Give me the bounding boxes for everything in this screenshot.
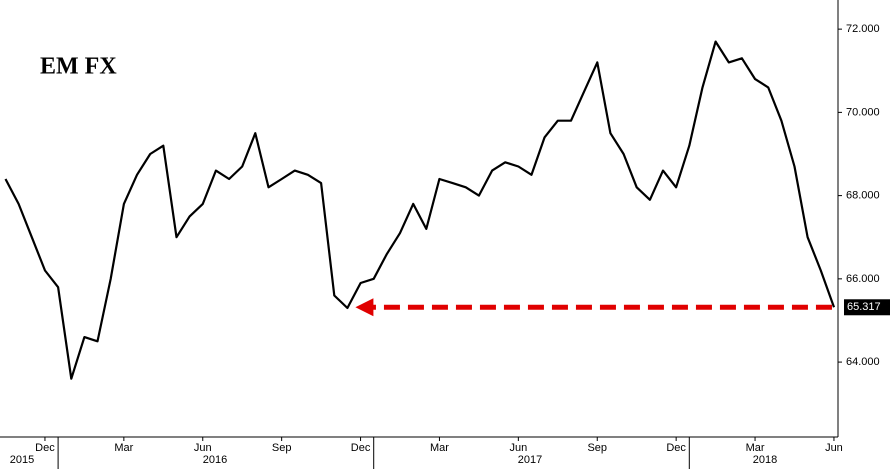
year-label: 2018	[753, 454, 777, 466]
x-tick-label: Mar	[746, 442, 765, 454]
year-label: 2017	[518, 454, 542, 466]
x-tick-label: Sep	[587, 442, 607, 454]
y-tick-label: 70.000	[846, 106, 880, 118]
annotation-arrowhead	[355, 298, 374, 317]
year-label: 2016	[203, 454, 227, 466]
x-tick-label: Jun	[825, 442, 843, 454]
y-tick-label: 66.000	[846, 273, 880, 285]
y-tick-label: 72.000	[846, 23, 880, 35]
last-value-box	[844, 299, 890, 316]
year-label: 2015	[10, 454, 34, 466]
line-series	[4, 40, 836, 380]
x-tick-label: Dec	[666, 442, 686, 454]
last-value-label: 65.317	[847, 301, 881, 313]
x-tick-label: Mar	[430, 442, 449, 454]
x-tick-label: Dec	[35, 442, 55, 454]
x-tick-label: Mar	[114, 442, 133, 454]
x-tick-label: Jun	[194, 442, 212, 454]
chart-title: EM FX	[40, 54, 117, 80]
y-tick-label: 64.000	[846, 356, 880, 368]
x-tick-label: Jun	[509, 442, 527, 454]
x-tick-label: Sep	[272, 442, 292, 454]
y-tick-label: 68.000	[846, 190, 880, 202]
x-tick-label: Dec	[351, 442, 371, 454]
